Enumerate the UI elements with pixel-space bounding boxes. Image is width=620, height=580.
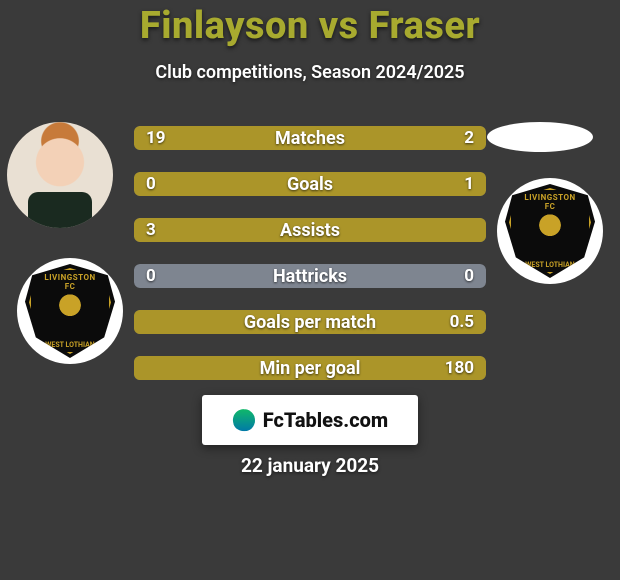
crest-bottom-text: WEST LOTHIAN xyxy=(39,341,102,349)
crest-bottom-text: WEST LOTHIAN xyxy=(519,261,582,269)
bar-value-right: 2 xyxy=(452,126,486,150)
bar-value-left: 3 xyxy=(134,218,168,242)
bar-value-left: 0 xyxy=(134,264,168,288)
crest-top-text: LIVINGSTON FC xyxy=(43,273,97,291)
bar-label: Hattricks xyxy=(134,264,486,288)
bar-value-right: 0 xyxy=(452,264,486,288)
bar-label: Goals xyxy=(134,172,486,196)
lion-icon xyxy=(52,292,88,325)
bar-value-right: 180 xyxy=(433,356,486,380)
player-left-avatar xyxy=(7,122,113,228)
footer-date: 22 january 2025 xyxy=(0,454,620,477)
bar-label: Goals per match xyxy=(134,310,486,334)
bar-value-left xyxy=(134,310,158,334)
comparison-card: Finlayson vs Fraser Club competitions, S… xyxy=(0,0,620,580)
bar-value-right: 1 xyxy=(452,172,486,196)
bar-value-left xyxy=(134,356,158,380)
stat-bar: Matches19 2 xyxy=(134,126,486,150)
bar-value-left: 0 xyxy=(134,172,168,196)
stat-bar: Goals0 1 xyxy=(134,172,486,196)
stat-bar: Hattricks0 0 xyxy=(134,264,486,288)
title-vs: vs xyxy=(319,4,359,48)
shield-icon: LIVINGSTON FC WEST LOTHIAN xyxy=(505,184,595,278)
club-left-crest: LIVINGSTON FC WEST LOTHIAN xyxy=(17,258,123,364)
title-player-left: Finlayson xyxy=(140,4,309,48)
bar-value-right xyxy=(462,218,486,242)
stats-container: Matches192Goals01Assists3Hattricks00Goal… xyxy=(134,126,486,402)
stat-bar: Goals per match0.5 xyxy=(134,310,486,334)
lion-icon xyxy=(532,212,568,245)
bar-label: Matches xyxy=(134,126,486,150)
player-face-icon xyxy=(7,122,113,228)
stat-bar: Min per goal180 xyxy=(134,356,486,380)
brand-text: FcTables.com xyxy=(263,408,388,432)
brand-badge[interactable]: ⚽ FcTables.com xyxy=(202,395,418,445)
stat-bar: Assists3 xyxy=(134,218,486,242)
shield-icon: LIVINGSTON FC WEST LOTHIAN xyxy=(25,264,115,358)
subtitle: Club competitions, Season 2024/2025 xyxy=(0,62,620,83)
bar-value-left: 19 xyxy=(134,126,178,150)
page-title: Finlayson vs Fraser xyxy=(0,0,620,48)
bar-value-right: 0.5 xyxy=(438,310,486,334)
brand-logo-icon: ⚽ xyxy=(232,408,257,432)
title-player-right: Fraser xyxy=(369,4,480,48)
player-right-avatar xyxy=(487,122,593,152)
bar-label: Assists xyxy=(134,218,486,242)
club-right-crest: LIVINGSTON FC WEST LOTHIAN xyxy=(497,178,603,284)
crest-top-text: LIVINGSTON FC xyxy=(523,193,577,211)
